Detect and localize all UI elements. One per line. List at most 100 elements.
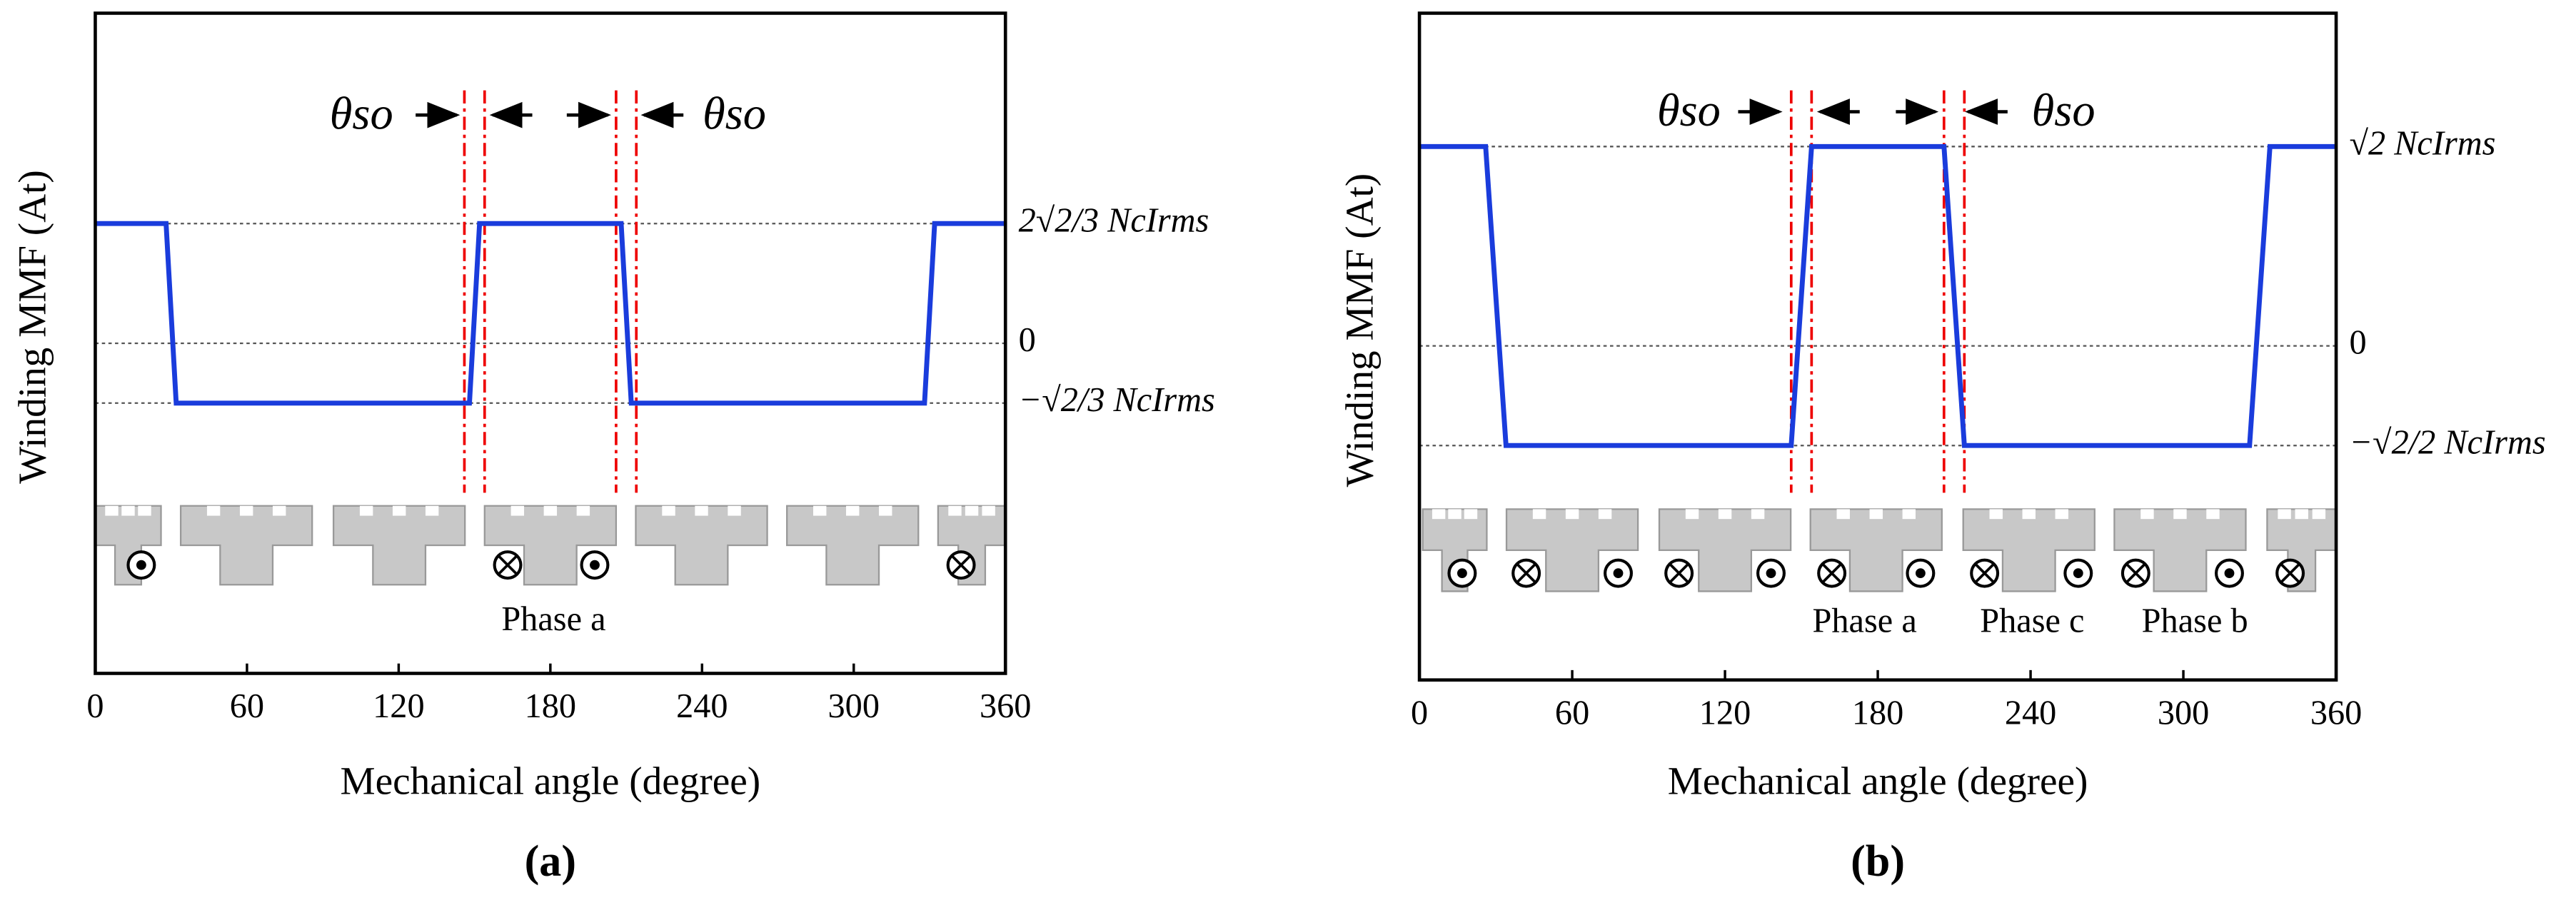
slot-notch xyxy=(121,505,135,516)
y-tick-label: 2√2/3 NcIrms xyxy=(1019,201,1209,239)
x-tick-label: 240 xyxy=(676,687,728,725)
slot-tooth xyxy=(332,505,466,586)
slot-notch xyxy=(813,505,827,516)
y-axis-label: Winding MMF (At) xyxy=(10,170,54,484)
slot-notch xyxy=(392,505,406,516)
y-tick-label: 0 xyxy=(1019,321,1036,359)
x-tick-label: 180 xyxy=(525,687,576,725)
y-tick-label: −√2/3 NcIrms xyxy=(1019,381,1215,419)
annotation: Phase b xyxy=(2142,602,2248,640)
y-axis-label: Winding MMF (At) xyxy=(1338,173,1382,487)
slot-tooth xyxy=(1962,508,2095,592)
conductor-dot xyxy=(1457,568,1467,579)
slot-notch xyxy=(138,505,151,516)
slot-notch xyxy=(1869,509,1883,520)
annotation: θso xyxy=(703,89,766,139)
slot-notch xyxy=(2206,509,2220,520)
slot-tooth xyxy=(1809,508,1943,592)
slot-notch xyxy=(105,505,119,516)
conductor-cross xyxy=(498,555,518,575)
slot-notch xyxy=(695,505,708,516)
mmf-line xyxy=(95,221,1006,406)
slot-tooth xyxy=(2113,508,2247,592)
slot-notch xyxy=(662,505,675,516)
slot-notch xyxy=(2312,509,2326,520)
x-tick-label: 300 xyxy=(828,687,880,725)
x-axis-label: Mechanical angle (degree) xyxy=(1668,759,2088,803)
annotation: Phase a xyxy=(501,600,605,638)
subplot-label: (b) xyxy=(1851,837,1905,886)
slot-notch xyxy=(510,505,525,516)
slot-notch xyxy=(982,505,995,516)
x-tick-label: 300 xyxy=(2158,694,2209,732)
y-tick-label: 0 xyxy=(2349,324,2366,362)
conductor-cross xyxy=(951,555,972,575)
conductor-dot xyxy=(1766,568,1776,579)
x-tick-label: 120 xyxy=(373,687,424,725)
slot-notch xyxy=(846,505,860,516)
x-tick-label: 360 xyxy=(980,687,1031,725)
annotation: Phase c xyxy=(1980,602,2084,640)
slot-notch xyxy=(2140,509,2154,520)
slot-notch xyxy=(1532,509,1546,520)
slot-notch xyxy=(2022,509,2036,520)
slot-notch xyxy=(2278,509,2291,520)
slot-notch xyxy=(359,505,373,516)
slot-notch xyxy=(1989,509,2003,520)
slot-notch xyxy=(425,505,439,516)
slot-notch xyxy=(965,505,979,516)
x-axis-label: Mechanical angle (degree) xyxy=(341,759,761,803)
x-tick-label: 60 xyxy=(1555,694,1589,732)
slot-notch xyxy=(1432,509,1446,520)
slot-tooth xyxy=(483,505,618,586)
conductor-dot xyxy=(1613,568,1624,579)
slot-tooth xyxy=(94,505,162,586)
slot-notch xyxy=(1751,509,1765,520)
slot-notch xyxy=(1836,509,1850,520)
annotation: θso xyxy=(1657,85,1721,136)
conductor-cross xyxy=(2125,563,2146,584)
slot-notch xyxy=(728,505,741,516)
x-tick-label: 120 xyxy=(1699,694,1751,732)
slot-notch xyxy=(239,505,253,516)
slot-notch xyxy=(543,505,558,516)
slot-notch xyxy=(879,505,892,516)
x-tick-label: 0 xyxy=(86,687,104,725)
slot-notch xyxy=(948,505,962,516)
annotation: θso xyxy=(330,89,393,139)
slot-notch xyxy=(1448,509,1461,520)
conductor-dot xyxy=(2073,568,2083,579)
conductor-cross xyxy=(2280,563,2300,584)
slot-tooth xyxy=(179,505,313,586)
slot-notch xyxy=(1718,509,1732,520)
x-tick-label: 60 xyxy=(230,687,264,725)
slot-notch xyxy=(1464,509,1478,520)
conductor-cross xyxy=(1669,563,1689,584)
mmf-line xyxy=(1419,143,2337,448)
y-tick-label: −√2/2 NcIrms xyxy=(2349,423,2545,461)
subplot-label: (a) xyxy=(525,837,576,886)
conductor-cross xyxy=(1516,563,1536,584)
x-tick-label: 240 xyxy=(2005,694,2056,732)
annotation: θso xyxy=(2032,85,2095,136)
slot-tooth xyxy=(1658,508,1792,592)
slot-notch xyxy=(576,505,590,516)
slot-notch xyxy=(1685,509,1699,520)
slot-tooth xyxy=(1422,508,1488,592)
conductor-dot xyxy=(1915,568,1926,579)
slot-notch xyxy=(272,505,286,516)
conductor-dot xyxy=(590,560,600,570)
slot-notch xyxy=(2055,509,2068,520)
slot-notch xyxy=(2173,509,2187,520)
slot-tooth xyxy=(635,505,768,586)
y-tick-label: √2 NcIrms xyxy=(2349,124,2495,162)
conductor-dot xyxy=(136,560,146,570)
conductor-cross xyxy=(1821,563,1842,584)
slot-notch xyxy=(206,505,221,516)
annotation: Phase a xyxy=(1813,602,1917,640)
slot-tooth xyxy=(1505,508,1639,592)
slot-notch xyxy=(1902,509,1916,520)
slot-tooth xyxy=(786,505,920,586)
slot-notch xyxy=(1565,509,1579,520)
